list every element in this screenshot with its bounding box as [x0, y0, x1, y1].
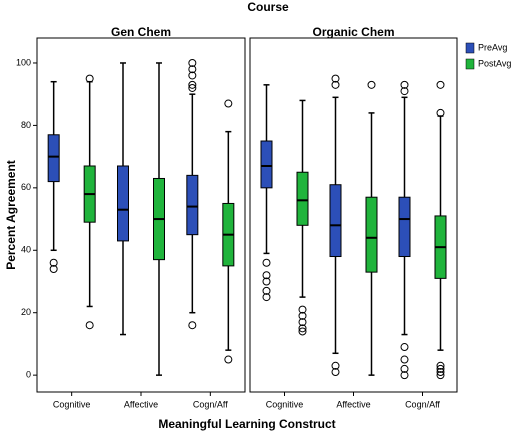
- outlier: [49, 258, 58, 267]
- y-tick-label: 20: [21, 307, 31, 317]
- outlier: [436, 368, 445, 377]
- outlier: [85, 321, 94, 330]
- outlier: [331, 80, 340, 89]
- box: [117, 165, 129, 242]
- outlier: [331, 368, 340, 377]
- x-tick-label: Cogn/Aff: [193, 399, 228, 409]
- outlier: [367, 80, 376, 89]
- outlier: [400, 80, 409, 89]
- outlier: [400, 364, 409, 373]
- chart-title: Course: [247, 0, 289, 14]
- y-tick-label: 0: [26, 370, 31, 380]
- box: [296, 171, 309, 226]
- x-tick-label: Cognitive: [266, 399, 304, 409]
- y-axis-label: Percent Agreement: [4, 160, 18, 270]
- outlier: [224, 355, 233, 364]
- legend-label: PostAvg: [478, 58, 511, 68]
- panel-frame: [249, 37, 458, 393]
- outlier: [298, 327, 307, 336]
- box: [365, 196, 378, 273]
- outlier: [262, 258, 271, 267]
- outlier: [224, 99, 233, 108]
- outlier: [331, 74, 340, 83]
- y-tick-label: 80: [21, 120, 31, 130]
- outlier: [436, 361, 445, 370]
- outlier: [188, 83, 197, 92]
- legend-swatch: [465, 58, 475, 70]
- x-tick-label: Affective: [336, 399, 370, 409]
- outlier: [298, 318, 307, 327]
- legend-label: PreAvg: [478, 42, 507, 52]
- panel-title: Gen Chem: [111, 25, 171, 39]
- outlier: [298, 311, 307, 320]
- panel-title: Organic Chem: [312, 25, 394, 39]
- outlier: [436, 364, 445, 373]
- legend-swatch: [465, 42, 475, 54]
- outlier: [188, 65, 197, 74]
- box: [47, 134, 60, 183]
- x-tick-label: Cogn/Aff: [405, 399, 440, 409]
- outlier: [262, 293, 271, 302]
- x-tick-label: Affective: [124, 399, 158, 409]
- y-tick-label: 40: [21, 245, 31, 255]
- box: [329, 184, 342, 258]
- outlier: [262, 286, 271, 295]
- box: [186, 174, 199, 236]
- outlier: [436, 80, 445, 89]
- outlier: [400, 87, 409, 96]
- box: [260, 140, 273, 189]
- outlier: [85, 74, 94, 83]
- y-tick-label: 100: [16, 57, 31, 67]
- outlier: [49, 265, 58, 274]
- outlier: [262, 271, 271, 280]
- outlier: [400, 355, 409, 364]
- outlier: [436, 108, 445, 117]
- y-tick-label: 60: [21, 182, 31, 192]
- outlier: [188, 80, 197, 89]
- outlier: [188, 321, 197, 330]
- outlier: [188, 71, 197, 80]
- outlier: [188, 58, 197, 67]
- outlier: [400, 371, 409, 380]
- outlier: [298, 305, 307, 314]
- x-tick-label: Cognitive: [53, 399, 91, 409]
- outlier: [400, 343, 409, 352]
- box: [398, 196, 411, 258]
- outlier: [298, 324, 307, 333]
- panel-frame: [36, 37, 246, 393]
- outlier: [331, 361, 340, 370]
- outlier: [436, 371, 445, 380]
- x-axis-label: Meaningful Learning Construct: [158, 417, 335, 431]
- outlier: [262, 277, 271, 286]
